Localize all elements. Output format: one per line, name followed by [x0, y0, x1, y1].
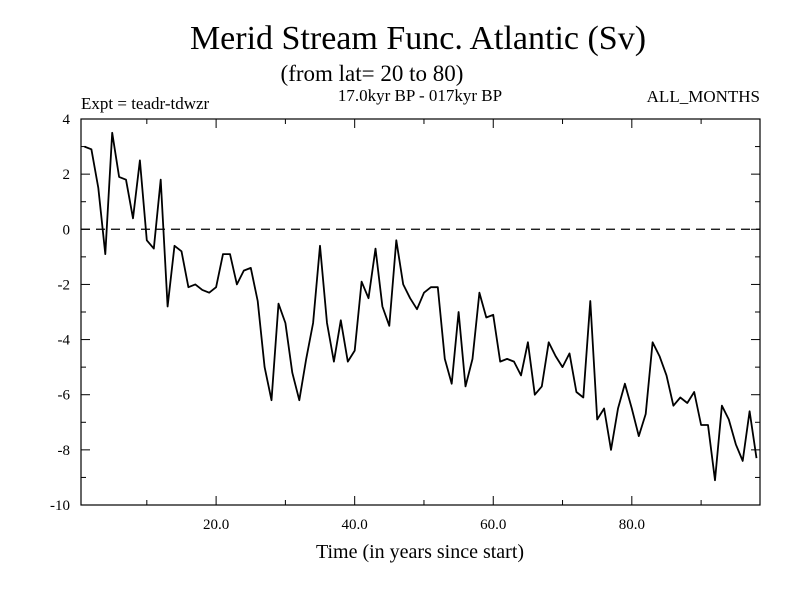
y-tick-label: 0	[63, 222, 71, 238]
x-tick-label: 80.0	[619, 517, 645, 533]
x-tick-label: 40.0	[342, 517, 368, 533]
plot-area: 4 2 0 -2 -4 -6 -8 -10 20.0 40.0 60.0 80.0	[50, 112, 761, 533]
experiment-label: Expt = teadr-tdwzr	[81, 94, 210, 113]
y-tick-label: 4	[63, 112, 71, 128]
y-tick-label: -6	[58, 388, 71, 404]
chart-title: Merid Stream Func. Atlantic (Sv)	[190, 20, 646, 57]
chart-subtitle: (from lat= 20 to 80)	[281, 61, 464, 86]
x-tick-label: 20.0	[203, 517, 229, 533]
y-tick-label: 2	[63, 167, 71, 183]
x-tick-label: 60.0	[480, 517, 506, 533]
x-axis-label: Time (in years since start)	[316, 541, 524, 563]
months-label: ALL_MONTHS	[647, 87, 760, 106]
y-tick-label: -10	[50, 498, 70, 514]
series-line	[84, 131, 758, 482]
plot-frame	[80, 118, 761, 506]
y-tick-label: -2	[58, 277, 71, 293]
y-tick-label: -8	[58, 443, 71, 459]
y-tick-label: -4	[58, 333, 71, 349]
period-label: 17.0kyr BP - 017kyr BP	[338, 86, 502, 105]
